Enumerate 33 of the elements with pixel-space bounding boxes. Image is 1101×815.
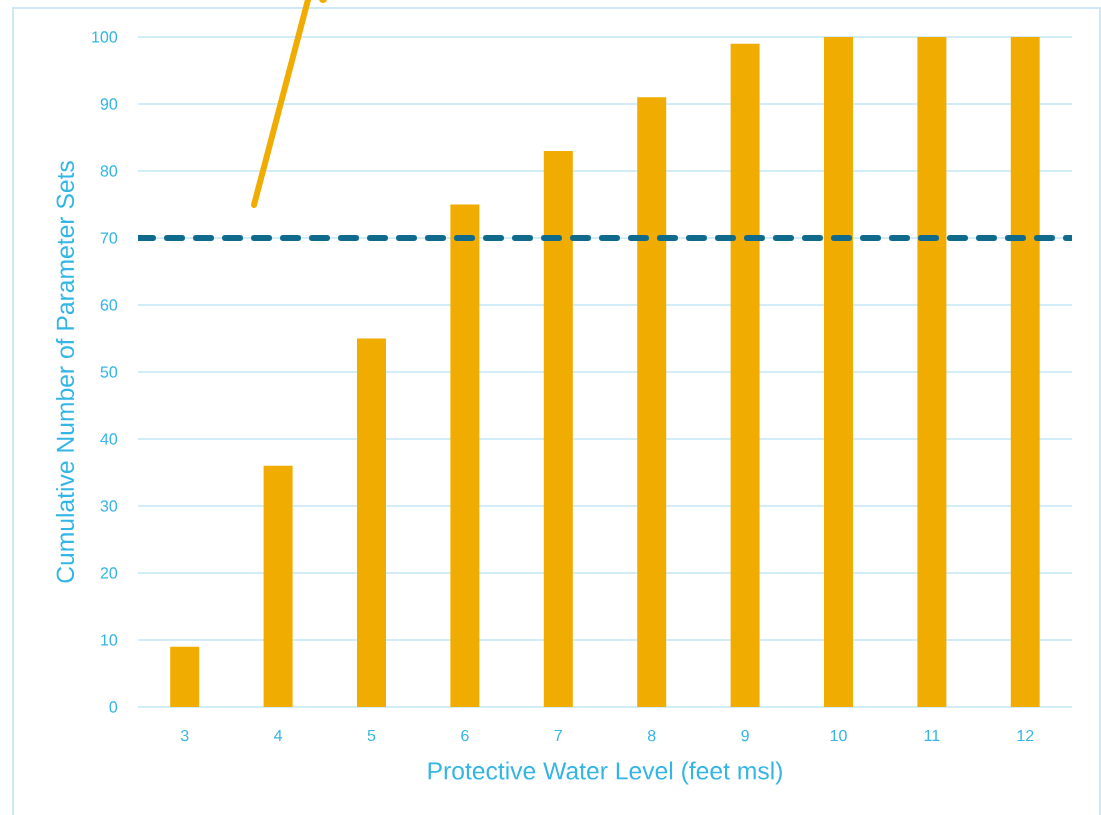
x-tick-label: 8 <box>647 729 656 742</box>
x-axis-title: Protective Water Level (feet msl) <box>428 761 782 785</box>
x-tick-label: 12 <box>1017 729 1034 742</box>
bar <box>730 43 760 707</box>
bar <box>263 465 293 707</box>
y-tick-label: 90 <box>100 98 118 110</box>
x-tick-label: 7 <box>554 729 562 741</box>
bar <box>170 646 200 707</box>
y-tick-label: 30 <box>100 500 118 512</box>
y-tick-label: 70 <box>100 232 118 244</box>
bar <box>543 150 573 707</box>
x-tick-label: 5 <box>367 729 376 742</box>
bar <box>357 338 387 707</box>
y-tick-label: 20 <box>100 567 118 579</box>
y-tick-label: 50 <box>100 366 118 378</box>
x-tick-label: 3 <box>180 729 189 742</box>
y-axis-title: Cumulative Number of Parameter Sets <box>55 161 75 583</box>
y-tick-label: 100 <box>92 31 118 43</box>
x-tick-label: 10 <box>830 729 847 742</box>
y-tick-label: 60 <box>100 299 118 311</box>
x-tick-label: 9 <box>741 729 749 742</box>
bar <box>917 37 947 707</box>
bar <box>824 37 853 707</box>
bar <box>1010 37 1040 707</box>
y-tick-label: 80 <box>100 165 118 177</box>
bar <box>637 97 667 707</box>
bar <box>450 204 480 707</box>
x-tick-label: 4 <box>274 729 283 741</box>
y-tick-label: 40 <box>100 433 118 445</box>
x-tick-label: 11 <box>924 729 940 741</box>
y-tick-label: 10 <box>101 634 118 646</box>
y-tick-label: 0 <box>109 701 118 713</box>
x-tick-label: 6 <box>461 729 469 742</box>
